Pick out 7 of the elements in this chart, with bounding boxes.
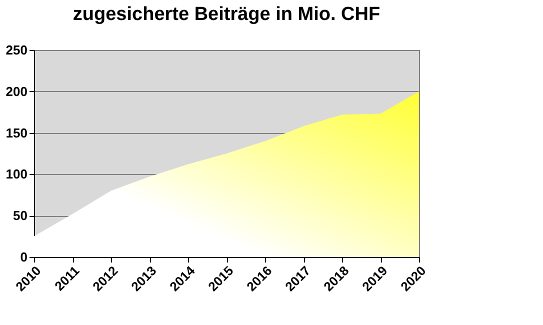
y-tick-label: 250 <box>6 42 28 58</box>
y-tick-label: 150 <box>6 125 28 140</box>
y-tick-label: 0 <box>20 250 28 264</box>
y-tick-label: 100 <box>6 166 28 182</box>
chart-title: zugesicherte Beiträge in Mio. CHF <box>72 4 380 25</box>
y-tick-label: 50 <box>13 208 28 224</box>
y-tick-label: 200 <box>6 84 28 99</box>
